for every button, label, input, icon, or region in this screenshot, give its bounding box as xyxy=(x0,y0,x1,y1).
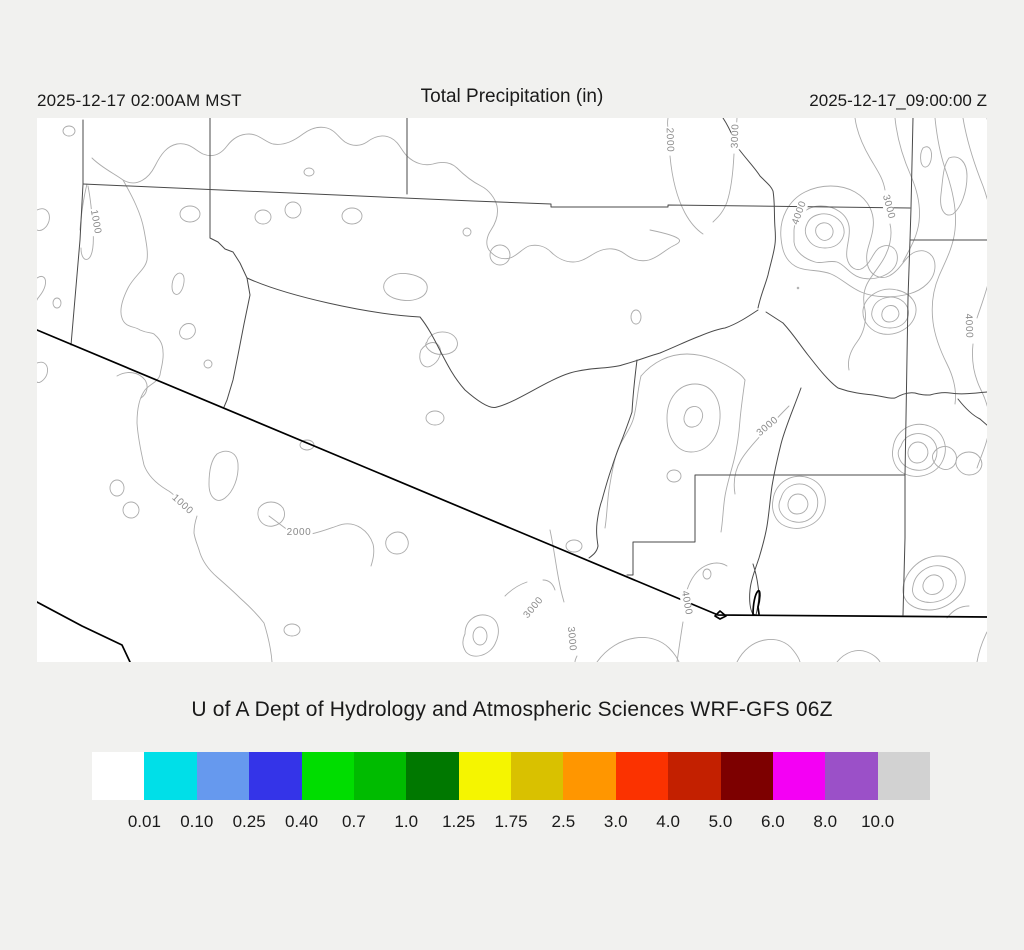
valid-time-local: 2025-12-17 02:00AM MST xyxy=(37,91,242,110)
colorbar-tick-label: 1.25 xyxy=(442,812,476,831)
colorbar-segment xyxy=(301,752,354,800)
colorbar-tick-label: 0.7 xyxy=(342,812,366,831)
colorbar-tick-label: 0.10 xyxy=(180,812,214,831)
colorbar-segment xyxy=(406,752,459,800)
precipitation-map: 1000 2000 3000 4000 3000 4000 3000 1000 2000 3000… xyxy=(37,118,987,662)
colorbar-tick-label: 1.0 xyxy=(394,812,419,831)
colorbar-tick-label: 3.0 xyxy=(603,812,628,831)
colorbar-segment xyxy=(877,752,930,800)
colorbar-tick-label: 10.0 xyxy=(861,812,895,831)
colorbar-segment xyxy=(92,752,145,800)
state-borders xyxy=(37,330,987,662)
valid-time-utc: 2025-12-17_09:00:00 Z xyxy=(809,91,987,110)
colorbar-segment xyxy=(249,752,302,800)
map-canvas xyxy=(37,118,987,662)
colorbar-tick-label: 0.25 xyxy=(232,812,266,831)
colorbar-tick-label: 8.0 xyxy=(813,812,838,831)
colorbar-segment xyxy=(720,752,773,800)
colorbar-tick-label: 0.40 xyxy=(284,812,319,831)
colorbar-segment xyxy=(353,752,407,800)
colorbar-segment xyxy=(825,752,878,800)
colorbar-tick-labels: 0.01 0.10 0.25 0.40 0.7 1.0 1.25 1.75 2.5 3.0 4.0 5… xyxy=(92,812,930,834)
contour-elevation-label: 3000 xyxy=(564,625,579,653)
colorbar-segment xyxy=(458,752,511,800)
county-boundaries xyxy=(71,118,987,615)
colorbar-tick-label: 0.01 xyxy=(127,812,161,831)
colorbar-tick-label: 4.0 xyxy=(656,812,680,831)
colorbar-segment xyxy=(668,752,721,800)
colorbar-segment xyxy=(144,752,197,800)
precipitation-colorbar xyxy=(92,752,930,800)
colorbar-segment xyxy=(772,752,826,800)
colorbar-tick-label: 2.5 xyxy=(551,812,576,831)
colorbar-segment xyxy=(196,752,250,800)
colorbar-tick-label: 6.0 xyxy=(761,812,785,831)
plot-title: Total Precipitation (in) xyxy=(420,86,604,107)
caption: U of A Dept of Hydrology and Atmospheric… xyxy=(191,698,833,721)
colorbar-segment xyxy=(615,752,669,800)
contour-elevation-label: 4000 xyxy=(962,312,975,340)
contour-elevation-label: 2000 xyxy=(663,126,676,154)
colorbar-tick-label: 5.0 xyxy=(708,812,733,831)
colorbar-segment xyxy=(511,752,564,800)
contour-elevation-label: 2000 xyxy=(285,527,313,538)
colorbar-tick-label: 1.75 xyxy=(494,812,528,831)
colorbar-segment xyxy=(563,752,616,800)
contour-elevation-label: 3000 xyxy=(729,122,742,150)
terrain-contours xyxy=(37,118,987,662)
